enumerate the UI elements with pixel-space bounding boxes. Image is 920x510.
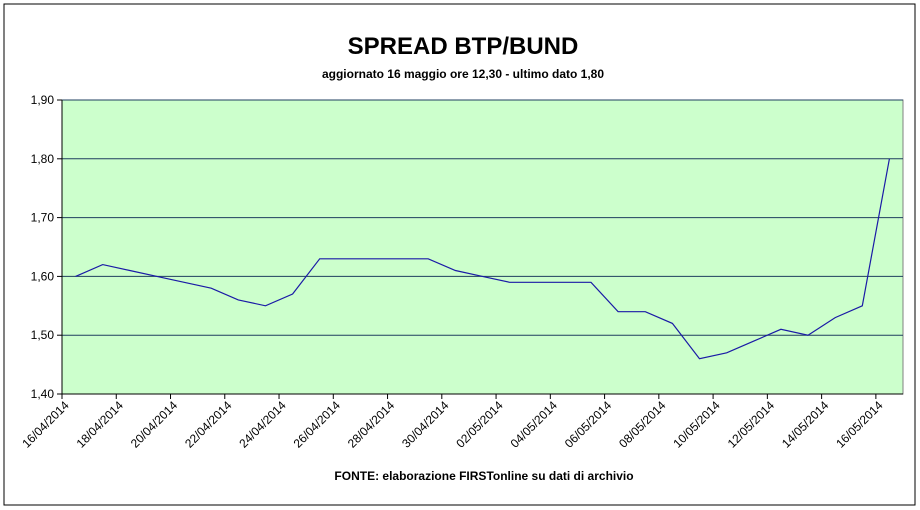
plot-area bbox=[61, 99, 904, 395]
y-tick-label: 1,60 bbox=[31, 269, 55, 283]
y-tick-label: 1,90 bbox=[31, 93, 55, 107]
source-note: FONTE: elaborazione FIRSTonline su dati … bbox=[334, 469, 633, 483]
data-line bbox=[75, 158, 890, 360]
chart-subtitle: aggiornato 16 maggio ore 12,30 - ultimo … bbox=[322, 67, 604, 81]
y-tick-label: 1,80 bbox=[31, 152, 55, 166]
chart-title: SPREAD BTP/BUND bbox=[348, 33, 579, 60]
y-tick-label: 1,40 bbox=[31, 387, 55, 401]
y-tick-label: 1,50 bbox=[31, 328, 55, 342]
y-tick-label: 1,70 bbox=[31, 211, 55, 225]
